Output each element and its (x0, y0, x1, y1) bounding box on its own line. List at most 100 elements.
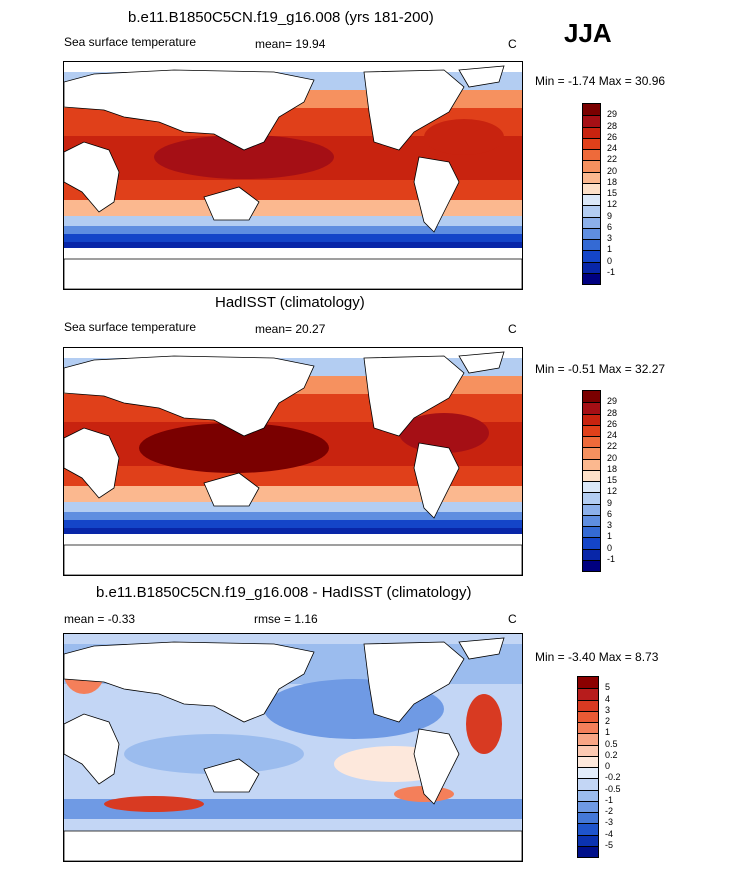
colorbar-segment (583, 261, 600, 273)
colorbar-tick-label: -4 (605, 828, 614, 839)
colorbar-tick-label: 29 (607, 396, 618, 407)
panel-1-sst-field (64, 62, 522, 289)
colorbar-segment (578, 778, 598, 790)
panel-2-mean-label: mean= 20.27 (255, 322, 326, 336)
colorbar-tick-label: 24 (607, 430, 618, 440)
panel-3-mean-label: mean = -0.33 (64, 612, 136, 626)
colorbar-tick-label: -3 (605, 817, 614, 828)
colorbar-segment (578, 767, 598, 779)
panel-1-colorbar (582, 103, 601, 285)
panel-3-rmse-label: rmse = 1.16 (254, 612, 318, 626)
colorbar-segment (578, 688, 598, 700)
colorbar-segment (583, 458, 600, 470)
colorbar-segment (583, 413, 600, 425)
colorbar-tick-label: 6 (607, 508, 613, 519)
colorbar-tick-label: 29 (607, 109, 618, 120)
colorbar-tick-label: 26 (607, 131, 618, 142)
panel-3-unit-label: C (508, 612, 517, 626)
panel-2-map (63, 347, 523, 576)
colorbar-segment (578, 699, 598, 711)
colorbar-tick-label: 26 (607, 418, 618, 429)
colorbar-segment (583, 548, 600, 560)
panel-2-minmax: Min = -0.51 Max = 32.27 (535, 362, 666, 376)
colorbar-segment (583, 205, 600, 217)
colorbar-segment (583, 104, 600, 116)
colorbar-tick-label: 20 (607, 452, 618, 463)
colorbar-segment (583, 182, 600, 194)
colorbar-tick-label: 0.2 (605, 749, 618, 760)
colorbar-tick-label: 15 (607, 188, 618, 198)
colorbar-segment (583, 149, 600, 161)
colorbar-tick-label: -1 (607, 266, 616, 277)
panel-2-title: HadISST (climatology) (215, 294, 365, 311)
colorbar-segment (583, 514, 600, 526)
panel-1-minmax: Min = -1.74 Max = 30.96 (535, 74, 666, 88)
colorbar-segment (583, 194, 600, 206)
colorbar-tick-label: -0.5 (605, 783, 621, 794)
colorbar-tick-label: 1 (605, 727, 611, 738)
colorbar-segment (578, 710, 598, 722)
colorbar-segment (578, 789, 598, 801)
colorbar-segment (583, 424, 600, 436)
colorbar-tick-label: 2 (605, 716, 611, 726)
colorbar-tick-label: 3 (607, 233, 613, 243)
colorbar-tick-label: -5 (605, 839, 614, 850)
panel-2-unit-label: C (508, 322, 517, 336)
colorbar-segment (578, 755, 598, 767)
colorbar-tick-label: 9 (607, 210, 613, 221)
colorbar-segment (583, 250, 600, 262)
season-label: JJA (564, 18, 612, 48)
colorbar-tick-label: 0.5 (605, 738, 618, 749)
colorbar-segment (578, 744, 598, 756)
colorbar-segment (583, 503, 600, 515)
colorbar-tick-label: -1 (605, 794, 614, 805)
colorbar-segment (583, 272, 600, 284)
colorbar-segment (583, 126, 600, 138)
colorbar-tick-label: 18 (607, 176, 618, 187)
colorbar-segment (578, 733, 598, 745)
panel-2-sst-field (64, 348, 522, 575)
colorbar-tick-label: -2 (605, 806, 614, 816)
colorbar-segment (583, 559, 600, 571)
colorbar-segment (583, 402, 600, 414)
panel-1-mean-label: mean= 19.94 (255, 37, 326, 51)
colorbar-tick-label: 22 (607, 154, 618, 165)
colorbar-segment (578, 800, 598, 812)
colorbar-segment (583, 239, 600, 251)
panel-2-variable-label: Sea surface temperature (64, 320, 197, 334)
colorbar-tick-label: 0 (605, 761, 611, 771)
colorbar-tick-label: 4 (605, 693, 611, 704)
panel-1-unit-label: C (508, 37, 517, 51)
colorbar-tick-label: 5 (605, 682, 611, 693)
colorbar-segment (583, 137, 600, 149)
colorbar-tick-label: 24 (607, 143, 618, 153)
colorbar-segment (583, 171, 600, 183)
colorbar-segment (583, 216, 600, 228)
panel-3-difference-field (64, 634, 522, 861)
panel-3-title: b.e11.B1850C5CN.f19_g16.008 - HadISST (c… (96, 584, 472, 601)
panel-1-title: b.e11.B1850C5CN.f19_g16.008 (yrs 181-200… (128, 9, 434, 26)
panel-2-colorbar (582, 390, 601, 572)
colorbar-segment (583, 436, 600, 448)
colorbar-tick-label: 12 (607, 199, 618, 210)
colorbar-tick-label: 6 (607, 221, 613, 232)
colorbar-segment (583, 481, 600, 493)
colorbar-tick-label: 12 (607, 486, 618, 497)
colorbar-segment (583, 469, 600, 481)
colorbar-tick-label: 18 (607, 463, 618, 474)
colorbar-segment (583, 526, 600, 538)
colorbar-tick-label: 28 (607, 120, 618, 131)
colorbar-segment (578, 834, 598, 846)
colorbar-tick-label: 3 (607, 520, 613, 530)
colorbar-tick-label: 22 (607, 441, 618, 452)
colorbar-segment (578, 677, 598, 689)
colorbar-tick-label: 0 (607, 542, 613, 553)
panel-3-map (63, 633, 523, 862)
colorbar-segment (578, 845, 598, 857)
colorbar-tick-label: 20 (607, 165, 618, 176)
colorbar-segment (583, 227, 600, 239)
colorbar-segment (583, 160, 600, 172)
colorbar-tick-label: 1 (607, 244, 613, 255)
colorbar-tick-label: 3 (605, 704, 611, 715)
colorbar-tick-label: 28 (607, 407, 618, 418)
